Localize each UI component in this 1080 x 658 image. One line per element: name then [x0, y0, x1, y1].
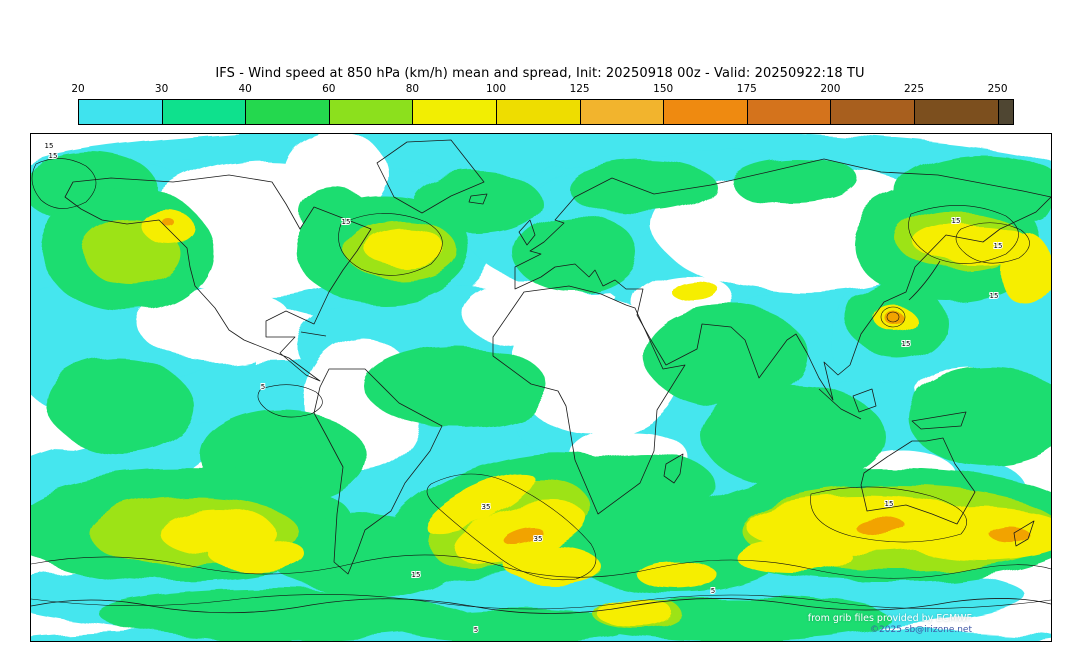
- colorbar-segment: [747, 100, 832, 124]
- colorbar-tick-label: 200: [820, 83, 841, 95]
- svg-text:15: 15: [49, 152, 58, 160]
- svg-text:15: 15: [902, 340, 911, 348]
- svg-text:35: 35: [482, 503, 491, 511]
- colorbar-segment: [664, 100, 748, 124]
- map-svg: 15 15 15 15 35 35 15 5 5 15 15 15 5 15: [31, 134, 1051, 641]
- svg-text:5: 5: [474, 626, 478, 634]
- svg-text:5: 5: [261, 383, 265, 391]
- colorbar-tick-label: 20: [71, 83, 85, 95]
- colorbar-segment: [580, 100, 665, 124]
- colorbar-tick-label: 225: [903, 83, 925, 95]
- colorbar-tick-label: 175: [736, 83, 757, 95]
- colorbar-segment: [413, 100, 497, 124]
- chart-title: IFS - Wind speed at 850 hPa (km/h) mean …: [215, 66, 865, 81]
- svg-text:15: 15: [994, 242, 1003, 250]
- svg-text:15: 15: [885, 500, 894, 508]
- colorbar-labels: 20 30 40 60 80 100 125 150 175 200 225 250: [71, 83, 1012, 97]
- colorbar-tick-label: 100: [485, 83, 507, 95]
- spread-contour-labels: 15 15 15 15 35 35 15 5 5 15 15 15 5 15: [44, 141, 1004, 635]
- colorbar-tick-label: 60: [322, 83, 336, 95]
- svg-text:5: 5: [711, 587, 715, 595]
- colorbar-tick-label: 250: [987, 83, 1008, 95]
- colorbar-tick-label: 30: [154, 83, 169, 95]
- colorbar: [78, 99, 1014, 125]
- colorbar-segment: [831, 100, 915, 124]
- colorbar-segment: [162, 100, 247, 124]
- colorbar-tick-label: 40: [238, 83, 252, 95]
- colorbar-segment: [914, 100, 999, 124]
- colorbar-segment: [246, 100, 330, 124]
- svg-text:15: 15: [952, 217, 961, 225]
- colorbar-tick-label: 125: [569, 83, 590, 95]
- coastlines: [31, 139, 1051, 614]
- world-map: 15 15 15 15 35 35 15 5 5 15 15 15 5 15 from grib file…: [30, 133, 1052, 642]
- colorbar-segment: [79, 100, 163, 124]
- colorbar-tick-label: 80: [405, 83, 420, 95]
- svg-text:15: 15: [990, 292, 999, 300]
- colorbar-segment: [496, 100, 581, 124]
- svg-text:15: 15: [412, 571, 421, 579]
- wind-speed-fill-layers: [31, 134, 1051, 641]
- colorbar-tick-label: 150: [653, 83, 674, 95]
- colorbar-segment: [998, 100, 1013, 124]
- spread-contour-lines: [31, 158, 1051, 610]
- colorbar-segment: [329, 100, 414, 124]
- svg-text:15: 15: [45, 142, 54, 150]
- svg-text:35: 35: [534, 535, 543, 543]
- svg-text:15: 15: [342, 218, 351, 226]
